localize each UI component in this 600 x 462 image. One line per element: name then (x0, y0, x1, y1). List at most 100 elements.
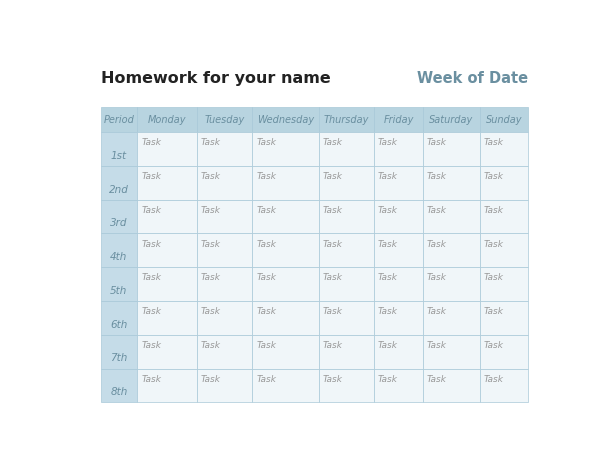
Text: Task: Task (142, 341, 161, 350)
Bar (253, 166, 319, 200)
Text: Task: Task (142, 307, 161, 316)
Bar (480, 335, 529, 369)
Bar (374, 267, 422, 301)
Text: Task: Task (323, 172, 343, 181)
Text: Task: Task (257, 206, 277, 215)
Text: Task: Task (201, 341, 221, 350)
Bar (253, 369, 319, 402)
Bar (319, 369, 374, 402)
Text: Wednesday: Wednesday (257, 115, 314, 125)
Bar (422, 233, 480, 267)
Text: Task: Task (484, 138, 503, 147)
Bar (480, 369, 529, 402)
Bar (101, 107, 137, 132)
Bar (422, 301, 480, 335)
Bar (137, 267, 197, 301)
Bar (197, 369, 253, 402)
Text: Task: Task (323, 138, 343, 147)
Bar (197, 200, 253, 233)
Text: Saturday: Saturday (429, 115, 473, 125)
Bar (374, 166, 422, 200)
Bar (374, 369, 422, 402)
Text: Task: Task (484, 341, 503, 350)
Text: Homework for your name: Homework for your name (101, 71, 331, 86)
Bar (422, 107, 480, 132)
Text: Task: Task (201, 239, 221, 249)
Text: Task: Task (427, 341, 446, 350)
Bar (101, 267, 137, 301)
Text: 4th: 4th (110, 252, 128, 262)
Text: Task: Task (142, 274, 161, 282)
Bar (101, 301, 137, 335)
Bar (253, 200, 319, 233)
Bar (374, 132, 422, 166)
Bar (197, 335, 253, 369)
Bar (197, 301, 253, 335)
Text: Task: Task (201, 172, 221, 181)
Bar (101, 166, 137, 200)
Bar (480, 301, 529, 335)
Bar (137, 200, 197, 233)
Text: Task: Task (484, 375, 503, 383)
Bar (197, 132, 253, 166)
Bar (319, 200, 374, 233)
Text: Task: Task (257, 172, 277, 181)
Text: Task: Task (323, 239, 343, 249)
Bar (137, 107, 197, 132)
Text: Task: Task (142, 206, 161, 215)
Bar (197, 267, 253, 301)
Bar (422, 335, 480, 369)
Bar (480, 132, 529, 166)
Text: Task: Task (323, 307, 343, 316)
Text: Task: Task (201, 274, 221, 282)
Text: Task: Task (377, 172, 398, 181)
Bar (319, 166, 374, 200)
Bar (197, 233, 253, 267)
Text: Task: Task (427, 206, 446, 215)
Bar (253, 107, 319, 132)
Bar (422, 369, 480, 402)
Text: Task: Task (377, 206, 398, 215)
Text: Task: Task (427, 172, 446, 181)
Bar (253, 301, 319, 335)
Text: Task: Task (377, 138, 398, 147)
Bar (374, 301, 422, 335)
Bar (480, 107, 529, 132)
Bar (374, 335, 422, 369)
Text: Task: Task (257, 138, 277, 147)
Bar (197, 107, 253, 132)
Text: Task: Task (257, 307, 277, 316)
Bar (101, 335, 137, 369)
Text: Task: Task (377, 307, 398, 316)
Bar (480, 267, 529, 301)
Text: Task: Task (377, 239, 398, 249)
Text: Task: Task (257, 341, 277, 350)
Bar (319, 301, 374, 335)
Text: Task: Task (142, 239, 161, 249)
Text: Task: Task (201, 206, 221, 215)
Text: 2nd: 2nd (109, 184, 129, 195)
Text: Task: Task (323, 274, 343, 282)
Bar (101, 132, 137, 166)
Text: Thursday: Thursday (324, 115, 370, 125)
Bar (101, 233, 137, 267)
Bar (137, 233, 197, 267)
Bar (374, 107, 422, 132)
Bar (319, 132, 374, 166)
Bar (374, 233, 422, 267)
Text: Task: Task (484, 307, 503, 316)
Text: Task: Task (484, 206, 503, 215)
Bar (253, 132, 319, 166)
Bar (197, 166, 253, 200)
Bar (319, 107, 374, 132)
Bar (101, 200, 137, 233)
Bar (422, 166, 480, 200)
Text: 1st: 1st (111, 151, 127, 161)
Text: Task: Task (142, 172, 161, 181)
Bar (319, 233, 374, 267)
Text: Task: Task (427, 375, 446, 383)
Text: Task: Task (201, 375, 221, 383)
Text: Task: Task (427, 138, 446, 147)
Text: Tuesday: Tuesday (205, 115, 245, 125)
Bar (480, 233, 529, 267)
